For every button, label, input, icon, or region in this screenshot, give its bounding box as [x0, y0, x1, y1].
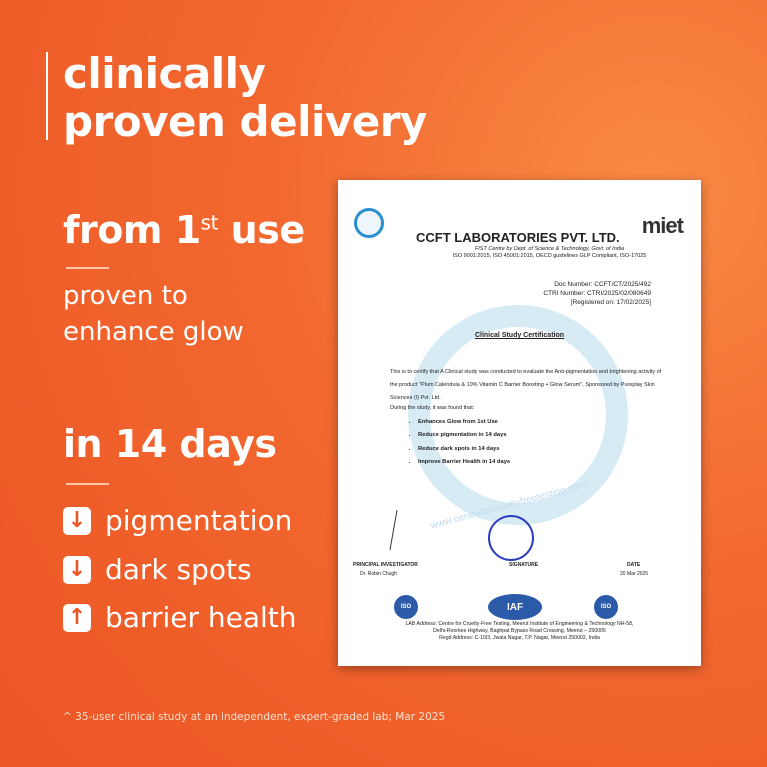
arrow-down-icon: ↓: [63, 555, 91, 584]
benefit-label: pigmentation: [105, 504, 293, 537]
findings-intro: During the study, it was found that:: [390, 405, 475, 411]
lab-name: CCFT LABORATORIES PVT. LTD.: [416, 230, 620, 245]
first-use-prefix: from 1: [63, 208, 201, 252]
desc-line: proven to: [63, 281, 188, 311]
benefit-item: ↓ dark spots: [63, 553, 252, 586]
iaf-badge: IAF: [488, 594, 542, 620]
ctri-number: CTRI Number: CTRI/2025/02/080649: [543, 290, 651, 297]
iso-badge: ISO: [594, 595, 618, 619]
benefit-item: ↓ pigmentation: [63, 504, 292, 537]
address-line: LAB Address: Centre for Cruelty-Free Tes…: [405, 621, 634, 627]
findings-list: Enhances Glow from 1st Use Reduce pigmen…: [418, 416, 510, 469]
first-use-sup: st: [200, 210, 219, 235]
doc-number: Doc Number: CCFT/CT/2025/492: [554, 281, 651, 288]
ccft-logo: [354, 208, 384, 238]
benefit-label: barrier health: [105, 601, 297, 634]
pi-name: Dr. Robin Chugh: [360, 571, 397, 577]
address-line: Regd Address: C-10/3, Jwala Nagar, T.P. …: [439, 635, 600, 641]
arrow-down-icon: ↓: [63, 506, 91, 535]
accent-divider: [46, 52, 48, 140]
certificate: miet CCFT LABORATORIES PVT. LTD. FIST Ce…: [338, 180, 701, 666]
headline-line-1: clinically: [63, 49, 266, 98]
lab-iso: ISO 9001:2015, ISO 45001:2015, OECD guid…: [452, 253, 647, 259]
certificate-title: Clinical Study Certification: [474, 332, 565, 339]
signature-label: SIGNATURE: [509, 562, 539, 568]
desc-line: enhance glow: [63, 317, 244, 347]
iso-badge: ISO: [394, 595, 418, 619]
certificate-body: This is to certify that A Clinical study…: [390, 369, 662, 401]
first-use-description: proven to enhance glow: [63, 278, 244, 350]
doc-info: Doc Number: CCFT/CT/2025/492 CTRI Number:…: [543, 280, 651, 307]
divider: [66, 483, 109, 485]
first-use-heading: from 1st use: [63, 208, 305, 252]
headline-line-2: proven delivery: [63, 97, 427, 146]
finding-item: Enhances Glow from 1st Use: [418, 416, 510, 429]
official-stamp: [488, 515, 534, 561]
benefit-label: dark spots: [105, 553, 252, 586]
first-use-suffix: use: [217, 208, 305, 252]
duration-heading: in 14 days: [63, 422, 277, 466]
divider: [66, 267, 109, 269]
lab-subtitle: FIST Centre by Dept. of Science & Techno…: [474, 246, 625, 252]
benefit-item: ↑ barrier health: [63, 601, 297, 634]
arrow-up-icon: ↑: [63, 603, 91, 632]
date-label: DATE: [627, 562, 641, 568]
pi-signature: [389, 510, 427, 550]
registered-date: [Registered on: 17/02/2025]: [570, 299, 651, 306]
lab-address: LAB Address: Centre for Cruelty-Free Tes…: [338, 621, 701, 642]
finding-item: Reduce pigmentation in 14 days: [418, 429, 510, 442]
address-line: Delhi-Roorkee Highway, Baghpat Bypass Ro…: [433, 628, 606, 634]
footnote: ^ 35-user clinical study at an independe…: [63, 711, 446, 723]
pi-label: PRINCIPAL INVESTIGATOR: [353, 562, 418, 568]
finding-item: Reduce dark spots in 14 days: [418, 443, 510, 456]
miet-logo: miet: [641, 213, 684, 238]
finding-item: Improve Barrier Health in 14 days: [418, 456, 510, 469]
date-value: 20 Mar 2025: [620, 571, 649, 577]
headline: clinically proven delivery: [63, 50, 427, 146]
